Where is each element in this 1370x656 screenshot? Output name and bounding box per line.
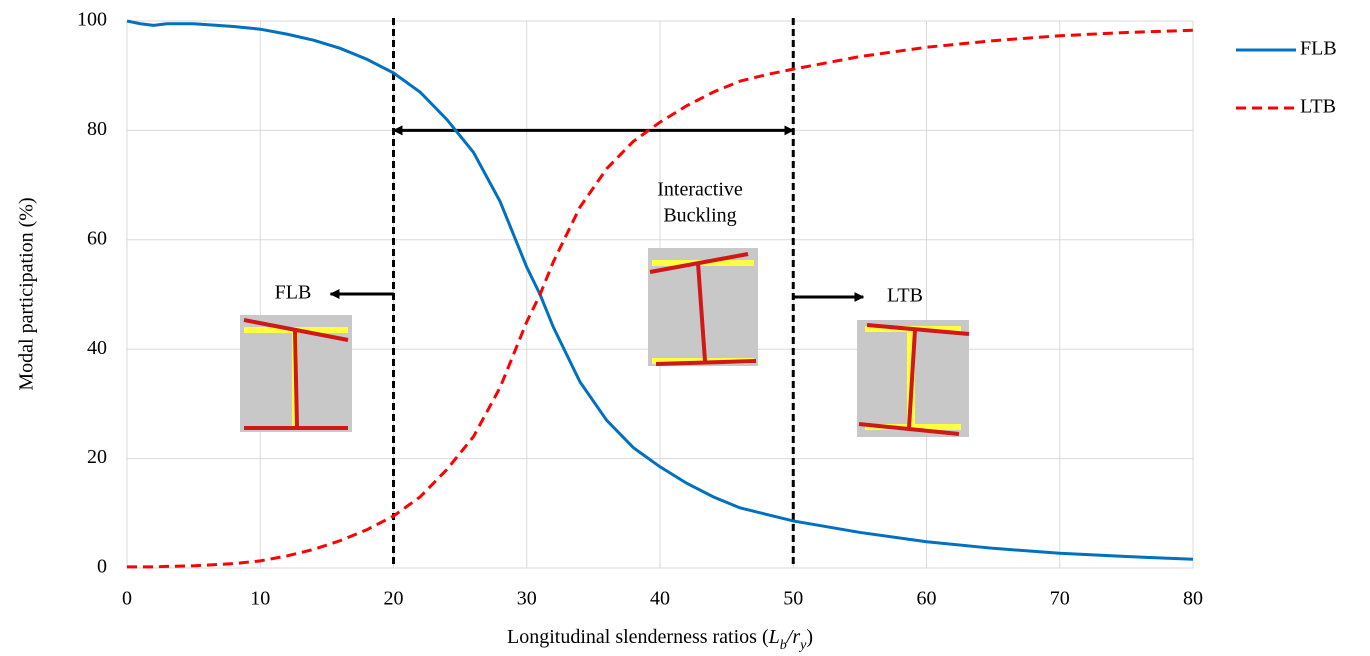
legend-label: LTB (1300, 96, 1336, 118)
x-axis-title-part: L (768, 626, 780, 648)
y-tick-label: 0 (97, 556, 107, 578)
y-tick-label: 60 (87, 227, 107, 249)
y-tick-label: 80 (87, 118, 107, 140)
legend-label: FLB (1300, 38, 1337, 60)
x-tick-label: 0 (122, 588, 132, 610)
section-image-interactive (648, 248, 758, 366)
annotation: Buckling (663, 205, 736, 227)
annotation: FLB (275, 282, 312, 304)
x-tick-label: 10 (250, 588, 270, 610)
x-tick-label: 40 (650, 588, 670, 610)
section-image-ltb (857, 320, 969, 437)
x-axis-title-part: Longitudinal slenderness ratios ( (507, 626, 769, 648)
x-tick-label: 60 (917, 588, 937, 610)
chart: Modal participation (%) Longitudinal sle… (0, 0, 1370, 656)
y-axis-title: Modal participation (%) (16, 197, 38, 390)
annotation: Interactive (657, 179, 743, 201)
x-axis-title-part: b (780, 638, 787, 653)
x-axis-title-part: r (792, 626, 800, 648)
x-axis-title-part: ) (806, 626, 813, 648)
x-tick-label: 70 (1050, 588, 1070, 610)
annotation: LTB (887, 285, 923, 307)
x-tick-label: 20 (384, 588, 404, 610)
y-tick-label: 40 (87, 337, 107, 359)
x-tick-label: 30 (517, 588, 537, 610)
x-tick-label: 80 (1183, 588, 1203, 610)
section-image-flb (240, 315, 352, 432)
y-tick-label: 100 (77, 9, 107, 31)
y-tick-label: 20 (87, 446, 107, 468)
x-axis-title: Longitudinal slenderness ratios (Lb/ry) (507, 626, 813, 653)
x-tick-label: 50 (783, 588, 803, 610)
